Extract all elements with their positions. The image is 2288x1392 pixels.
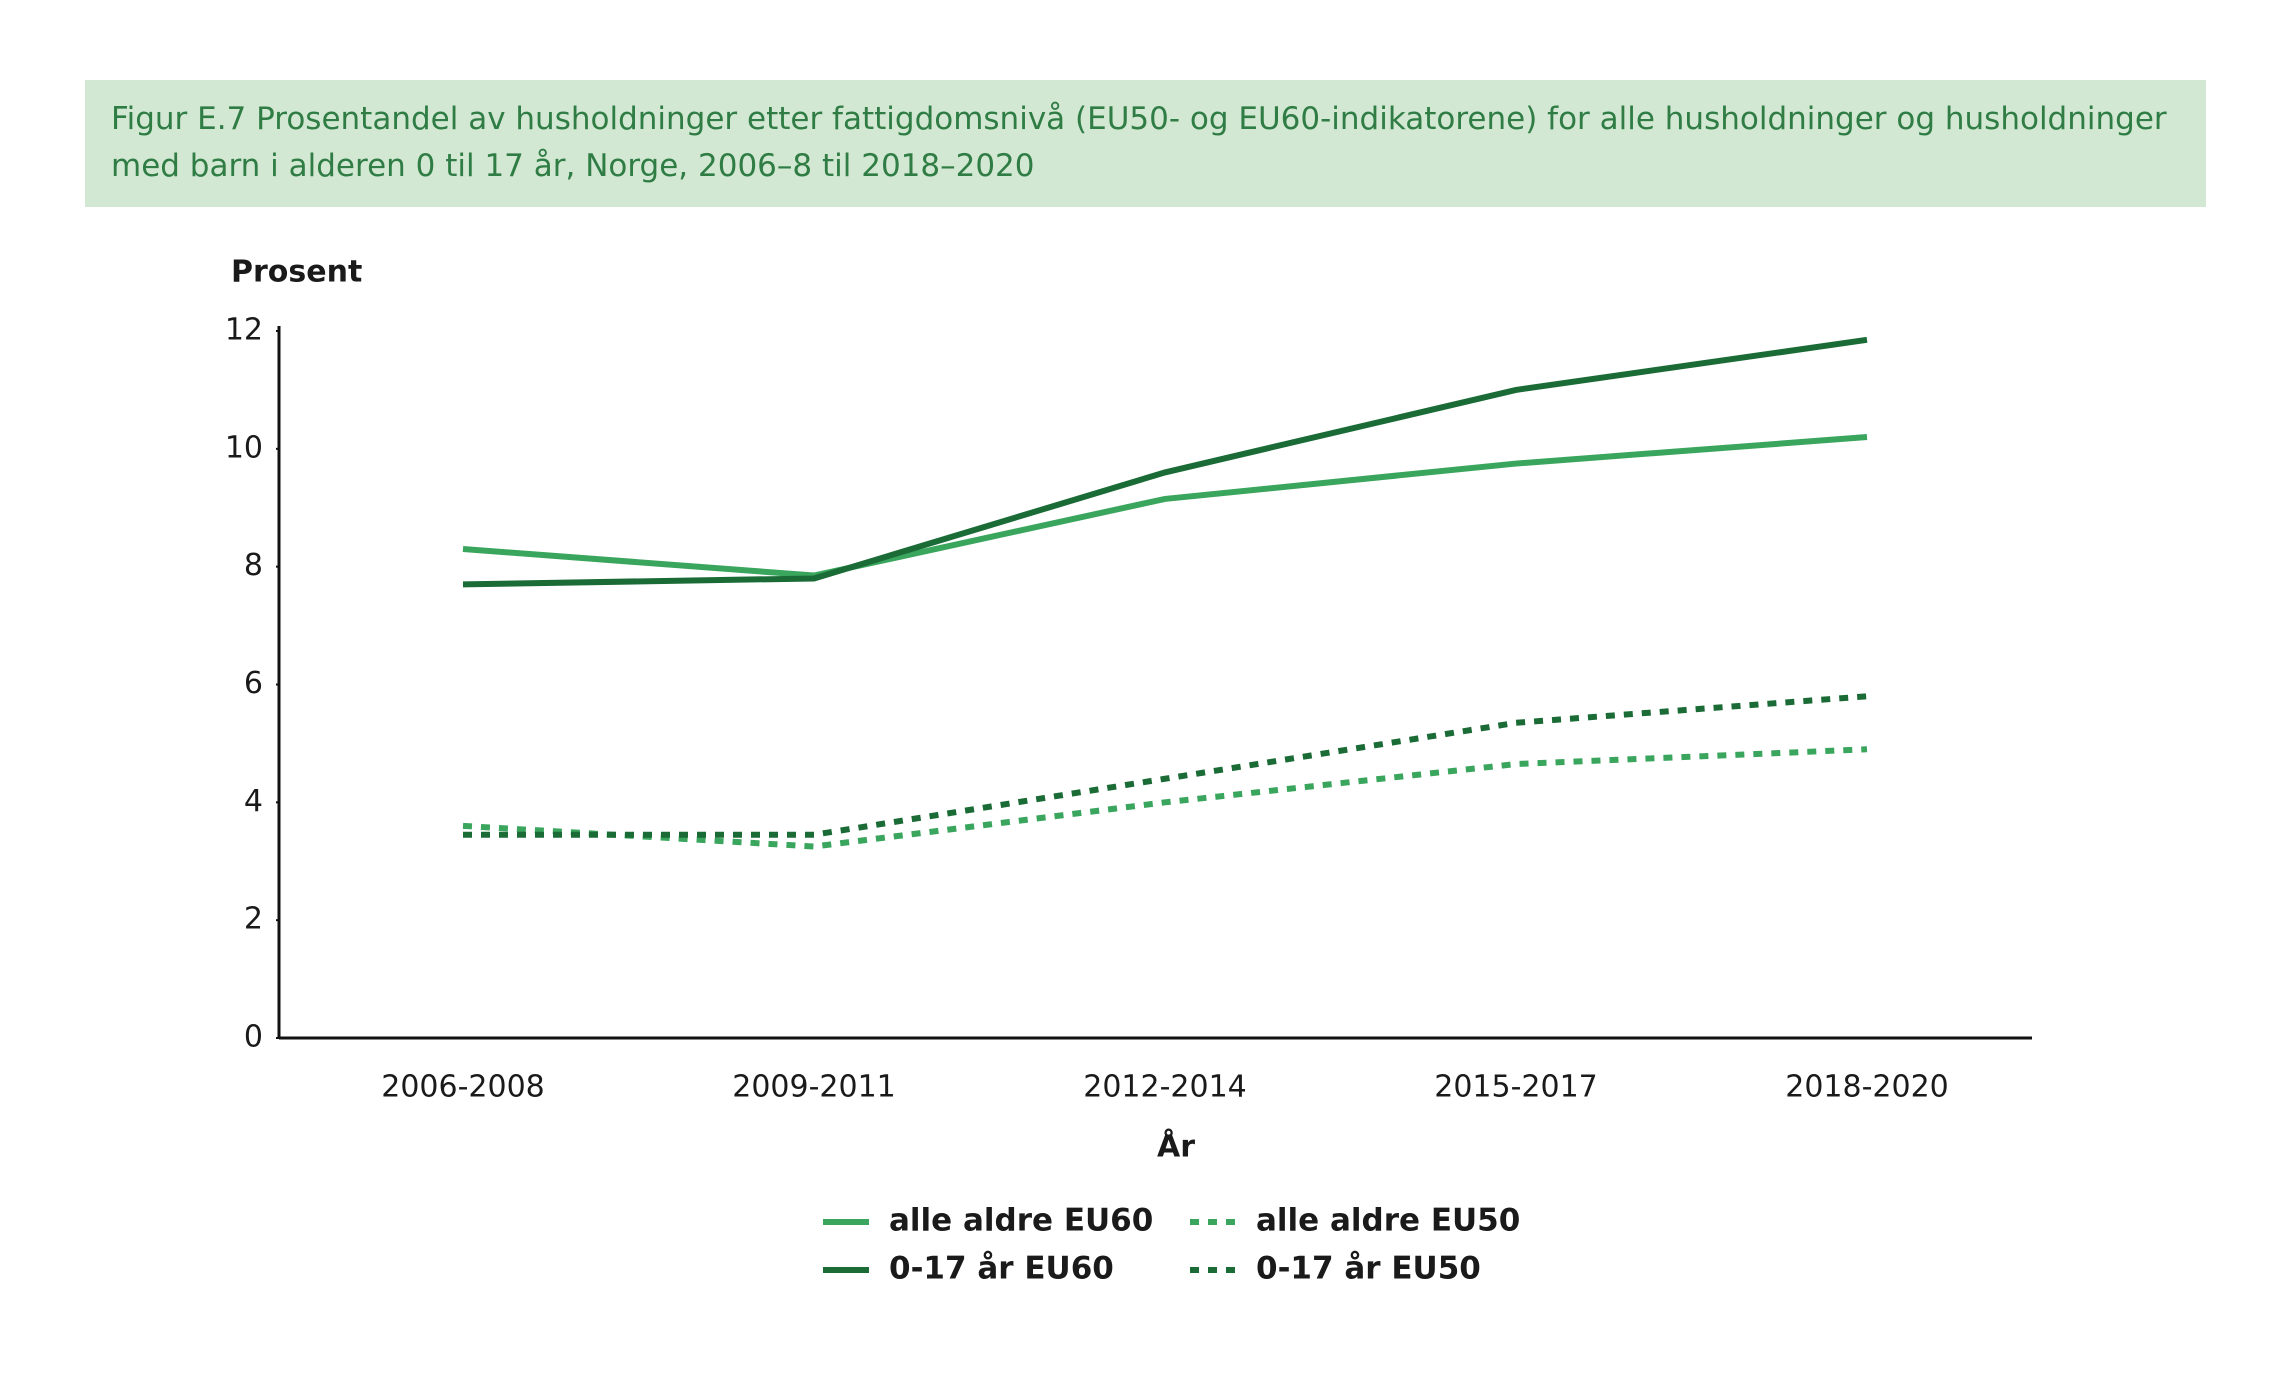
y-tick-label: 8 <box>244 548 263 583</box>
legend-label: alle aldre EU50 <box>1256 1203 1520 1239</box>
x-tick-label: 2018-2020 <box>1785 1070 1949 1105</box>
legend-label: alle aldre EU60 <box>889 1203 1153 1239</box>
x-tick-label: 2009-2011 <box>732 1070 896 1105</box>
legend-label: 0-17 år EU50 <box>1256 1251 1481 1287</box>
y-tick-label: 0 <box>244 1020 263 1055</box>
series-line <box>462 746 1868 850</box>
series-line <box>462 434 1868 579</box>
y-tick-label: 4 <box>244 784 263 819</box>
x-tick-label: 2006-2008 <box>381 1070 545 1105</box>
x-tick-label: 2015-2017 <box>1434 1070 1598 1105</box>
x-axis-title: År <box>1157 1128 1195 1165</box>
x-tick-label: 2012-2014 <box>1083 1070 1247 1105</box>
chart-title: Figur E.7 Prosentandel av husholdninger … <box>85 80 2206 207</box>
legend-label: 0-17 år EU60 <box>889 1251 1114 1287</box>
y-tick-label: 6 <box>244 666 263 701</box>
y-axis-title: Prosent <box>231 255 362 290</box>
series-line <box>462 336 1868 588</box>
y-tick-label: 2 <box>244 902 263 937</box>
y-tick-label: 12 <box>225 313 263 348</box>
series-line <box>463 693 1868 838</box>
y-tick-label: 10 <box>225 430 263 465</box>
